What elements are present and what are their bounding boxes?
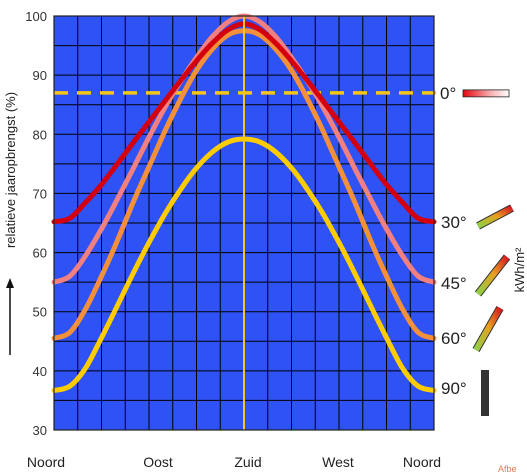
legend-label-45deg: 45° bbox=[441, 274, 467, 293]
x-category-label: Oost bbox=[143, 454, 173, 470]
legend-label-0deg: 0° bbox=[440, 84, 456, 103]
tilt-bar-30deg bbox=[476, 205, 514, 229]
legend-label-90deg: 90° bbox=[441, 379, 467, 398]
tilt-bar-0deg bbox=[462, 89, 510, 98]
legend-label-60deg: 60° bbox=[441, 329, 467, 348]
tilt-legend: 0° 30° 45° 60° 90° bbox=[440, 84, 514, 416]
y-tick-label: 40 bbox=[33, 364, 47, 379]
x-category-labels: Noord Oost Zuid West Noord bbox=[27, 454, 441, 470]
y-tick-label: 60 bbox=[33, 246, 47, 261]
plot-frame bbox=[53, 15, 435, 431]
y-tick-labels: 30 40 50 60 70 80 90 100 bbox=[25, 9, 47, 438]
tilt-bar-60deg bbox=[473, 306, 503, 352]
y-axis-arrow bbox=[6, 278, 14, 355]
tilt-bar-45deg bbox=[475, 255, 510, 296]
x-category-label: West bbox=[322, 454, 354, 470]
legend-unit: kWh/m² bbox=[512, 247, 527, 292]
x-category-label: Zuid bbox=[234, 454, 261, 470]
y-tick-label: 50 bbox=[33, 305, 47, 320]
y-tick-label: 80 bbox=[33, 127, 47, 142]
y-tick-label: 100 bbox=[25, 9, 47, 24]
legend-label-30deg: 30° bbox=[441, 213, 467, 232]
y-axis-label: relatieve jaaropbrengst (%) bbox=[3, 92, 18, 248]
y-tick-label: 90 bbox=[33, 68, 47, 83]
y-tick-label: 30 bbox=[33, 423, 47, 438]
x-category-label: Noord bbox=[403, 454, 441, 470]
credit-text: Afbe bbox=[498, 464, 517, 474]
x-category-label: Noord bbox=[27, 454, 65, 470]
y-tick-label: 70 bbox=[33, 186, 47, 201]
